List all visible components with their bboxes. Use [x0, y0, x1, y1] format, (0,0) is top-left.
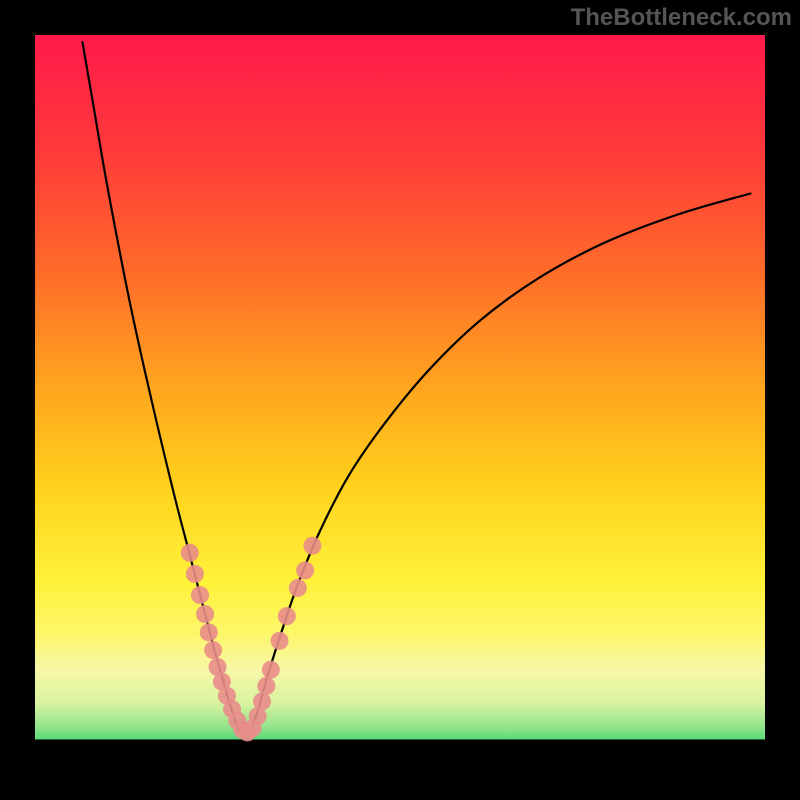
data-marker: [181, 544, 199, 562]
data-marker: [303, 537, 321, 555]
chart-background-gradient: [35, 35, 765, 765]
data-marker: [262, 661, 280, 679]
data-marker: [289, 579, 307, 597]
data-marker: [200, 623, 218, 641]
data-marker: [196, 605, 214, 623]
data-marker: [186, 565, 204, 583]
data-marker: [278, 607, 296, 625]
data-marker: [191, 586, 209, 604]
data-marker: [204, 641, 222, 659]
data-marker: [271, 632, 289, 650]
chart-svg: [0, 0, 800, 800]
bottleneck-chart: TheBottleneck.com: [0, 0, 800, 800]
data-marker: [253, 692, 271, 710]
chart-baseline-band: [35, 739, 765, 765]
data-marker: [257, 677, 275, 695]
data-marker: [296, 561, 314, 579]
